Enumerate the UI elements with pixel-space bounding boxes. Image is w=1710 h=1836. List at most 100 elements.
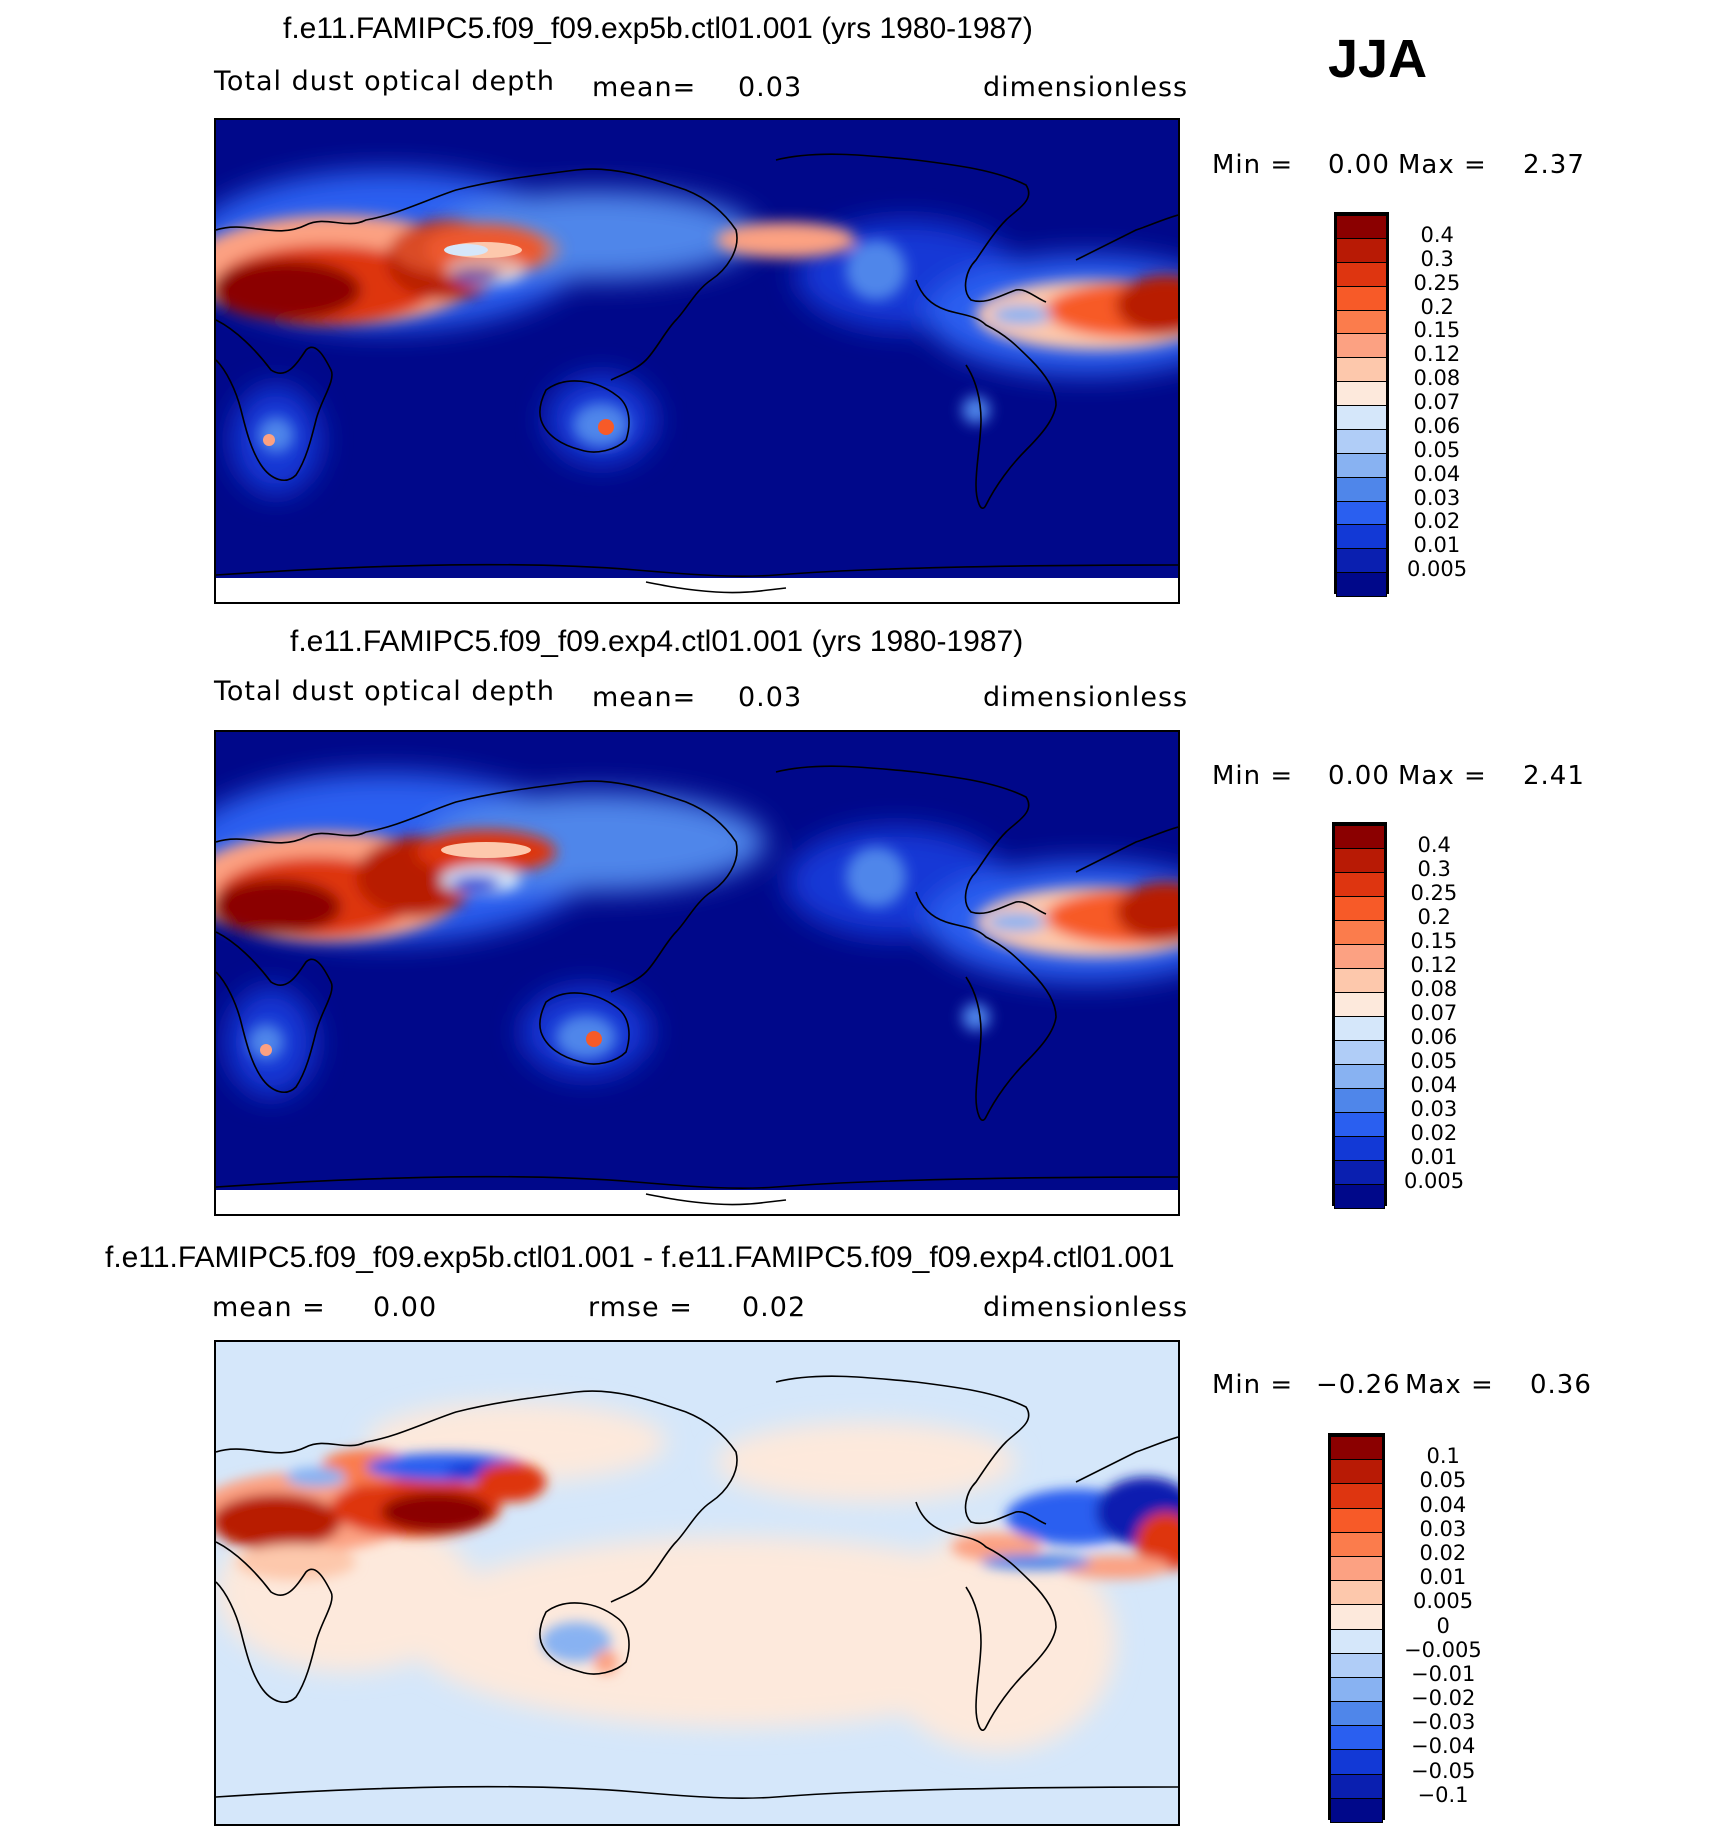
panel2-colorbar-swatch xyxy=(1334,1064,1385,1089)
panel3-mean-value: 0.00 xyxy=(373,1292,438,1323)
panel1-colorbar-swatch xyxy=(1336,214,1387,239)
panel1-max-value: 2.37 xyxy=(1523,150,1585,180)
panel1-colorbar-swatch xyxy=(1336,548,1387,574)
panel3-rmse-label: rmse = xyxy=(588,1292,693,1323)
panel1-colorbar-label: 0.02 xyxy=(1413,509,1461,534)
panel3-max-value: 0.36 xyxy=(1530,1370,1592,1400)
panel2-units: dimensionless xyxy=(983,682,1189,713)
panel2-colorbar-swatch xyxy=(1334,896,1385,921)
panel3-colorbar-label: 0.01 xyxy=(1419,1565,1467,1590)
panel1-colorbar-swatch xyxy=(1336,572,1387,597)
panel2-colorbar-label: 0.4 xyxy=(1417,833,1451,857)
panel1-colorbar-label: 0.25 xyxy=(1413,270,1461,295)
panel1-variable: Total dust optical depth xyxy=(214,66,555,97)
panel2-colorbar-label: 0.03 xyxy=(1410,1097,1458,1121)
panel1-colorbar-swatch xyxy=(1336,261,1387,287)
panel2-colorbar-label: 0.25 xyxy=(1410,881,1458,905)
panel3-colorbar-label: −0.01 xyxy=(1411,1661,1476,1686)
panel1-colorbar-swatch xyxy=(1336,237,1387,263)
panel1-map-svg xyxy=(216,120,1178,602)
panel1-colorbar-swatch xyxy=(1336,452,1387,478)
panel2-colorbar-label: 0.01 xyxy=(1410,1145,1458,1169)
panel3-colorbar-swatch xyxy=(1330,1652,1383,1678)
panel2-colorbar-label: 0.05 xyxy=(1410,1049,1458,1073)
panel3-min-label: Min = xyxy=(1212,1370,1294,1400)
panel2-colorbar-swatch xyxy=(1334,1184,1385,1209)
panel1-min-label: Min = xyxy=(1212,150,1294,180)
panel2-colorbar-swatch xyxy=(1334,848,1385,873)
panel1-colorbar-label: 0.07 xyxy=(1413,390,1461,414)
panel2-mean-value: 0.03 xyxy=(738,682,803,713)
panel3-colorbar-label: −0.03 xyxy=(1411,1710,1476,1735)
panel1-colorbar-swatch xyxy=(1336,500,1387,526)
panel1-colorbar-swatch xyxy=(1336,476,1387,502)
panel2-colorbar-swatch xyxy=(1334,920,1385,945)
panel2-colorbar-label: 0.005 xyxy=(1404,1169,1465,1193)
panel2-colorbar-label: 0.08 xyxy=(1410,977,1458,1001)
panel3-colorbar-label: 0.05 xyxy=(1419,1468,1467,1493)
panel1-colorbar-label: 0.4 xyxy=(1420,222,1454,247)
panel2-mean-label: mean= xyxy=(592,682,697,713)
panel3-colorbar-label: 0.02 xyxy=(1419,1540,1467,1565)
panel2-colorbar-swatch xyxy=(1334,1016,1385,1041)
panel1-colorbar-label: 0.2 xyxy=(1420,294,1454,319)
panel3-colorbar-swatch xyxy=(1330,1628,1383,1654)
panel3-min-value: −0.26 xyxy=(1316,1370,1401,1400)
panel3-colorbar-label: 0.005 xyxy=(1413,1589,1474,1614)
panel2-min-label: Min = xyxy=(1212,761,1294,791)
panel1-colorbar-swatch xyxy=(1336,405,1387,430)
panel2-colorbar-label: 0.02 xyxy=(1410,1121,1458,1145)
panel2-colorbar-label: 0.06 xyxy=(1410,1025,1458,1049)
panel2-min-value: 0.00 xyxy=(1328,761,1390,791)
panel2-title: f.e11.FAMIPC5.f09_f09.exp4.ctl01.001 (yr… xyxy=(290,625,1024,658)
panel2-colorbar-swatch xyxy=(1334,872,1385,897)
panel1-colorbar-label: 0.01 xyxy=(1413,533,1461,558)
panel2-colorbar-swatch xyxy=(1334,1160,1385,1185)
panel1-colorbar-label: 0.3 xyxy=(1420,246,1454,271)
panel2-colorbar-swatch xyxy=(1334,1040,1385,1065)
panel3-colorbar-label: 0 xyxy=(1436,1613,1450,1638)
panel3-colorbar-label: 0.03 xyxy=(1419,1516,1467,1541)
panel3-colorbar-label: −0.1 xyxy=(1417,1782,1469,1807)
panel2-colorbar-swatch xyxy=(1334,992,1385,1017)
panel2-colorbar xyxy=(1332,822,1387,1209)
panel3-colorbar-swatch xyxy=(1330,1773,1383,1799)
panel1-colorbar-label: 0.08 xyxy=(1413,366,1461,391)
panel1-colorbar-swatch xyxy=(1336,524,1387,550)
panel2-colorbar-label: 0.12 xyxy=(1410,953,1458,977)
panel3-colorbar-swatch xyxy=(1330,1725,1383,1751)
panel3-colorbar-swatch xyxy=(1330,1676,1383,1703)
panel2-colorbar-swatch xyxy=(1334,1136,1385,1161)
panel2-colorbar-swatch xyxy=(1334,824,1385,849)
panel1-colorbar-swatch xyxy=(1336,428,1387,454)
panel2-colorbar-swatch xyxy=(1334,1088,1385,1113)
panel1-colorbar-label: 0.03 xyxy=(1413,485,1461,510)
panel3-colorbar-swatch xyxy=(1330,1797,1383,1823)
panel3-colorbar-label: 0.04 xyxy=(1419,1492,1467,1517)
panel2-colorbar-label: 0.3 xyxy=(1417,857,1451,881)
panel1-colorbar-swatch xyxy=(1336,357,1387,383)
panel1-colorbar-label: 0.15 xyxy=(1413,318,1461,343)
panel2-max-label: Max = xyxy=(1398,761,1487,791)
panel2-colorbar-swatch xyxy=(1334,1112,1385,1137)
panel1-coastlines xyxy=(216,153,1178,577)
season-label: JJA xyxy=(1328,29,1428,89)
panel1-colorbar-swatch xyxy=(1336,309,1387,335)
panel3-map-svg xyxy=(216,1342,1178,1824)
panel1-colorbar-swatch xyxy=(1336,333,1387,359)
panel3-colorbar-label: −0.04 xyxy=(1411,1734,1476,1759)
panel1-colorbar-label: 0.04 xyxy=(1413,461,1461,486)
panel3-title: f.e11.FAMIPC5.f09_f09.exp5b.ctl01.001 - … xyxy=(105,1241,1175,1274)
panel2-colorbar-swatch xyxy=(1334,968,1385,993)
panel1-mean-label: mean= xyxy=(592,72,697,103)
panel3-colorbar-swatch xyxy=(1330,1555,1383,1582)
panel2-colorbar-label: 0.2 xyxy=(1417,905,1451,929)
panel3-colorbar-swatch xyxy=(1330,1483,1383,1509)
panel1-title: f.e11.FAMIPC5.f09_f09.exp5b.ctl01.001 (y… xyxy=(283,12,1033,45)
panel1-colorbar-label: 0.06 xyxy=(1413,413,1461,438)
panel1-colorbar xyxy=(1334,212,1389,597)
panel3-coastlines xyxy=(216,1375,1178,1799)
panel3-colorbar-swatch xyxy=(1330,1459,1383,1485)
panel1-min-value: 0.00 xyxy=(1328,150,1390,180)
panel1-map xyxy=(214,118,1180,604)
